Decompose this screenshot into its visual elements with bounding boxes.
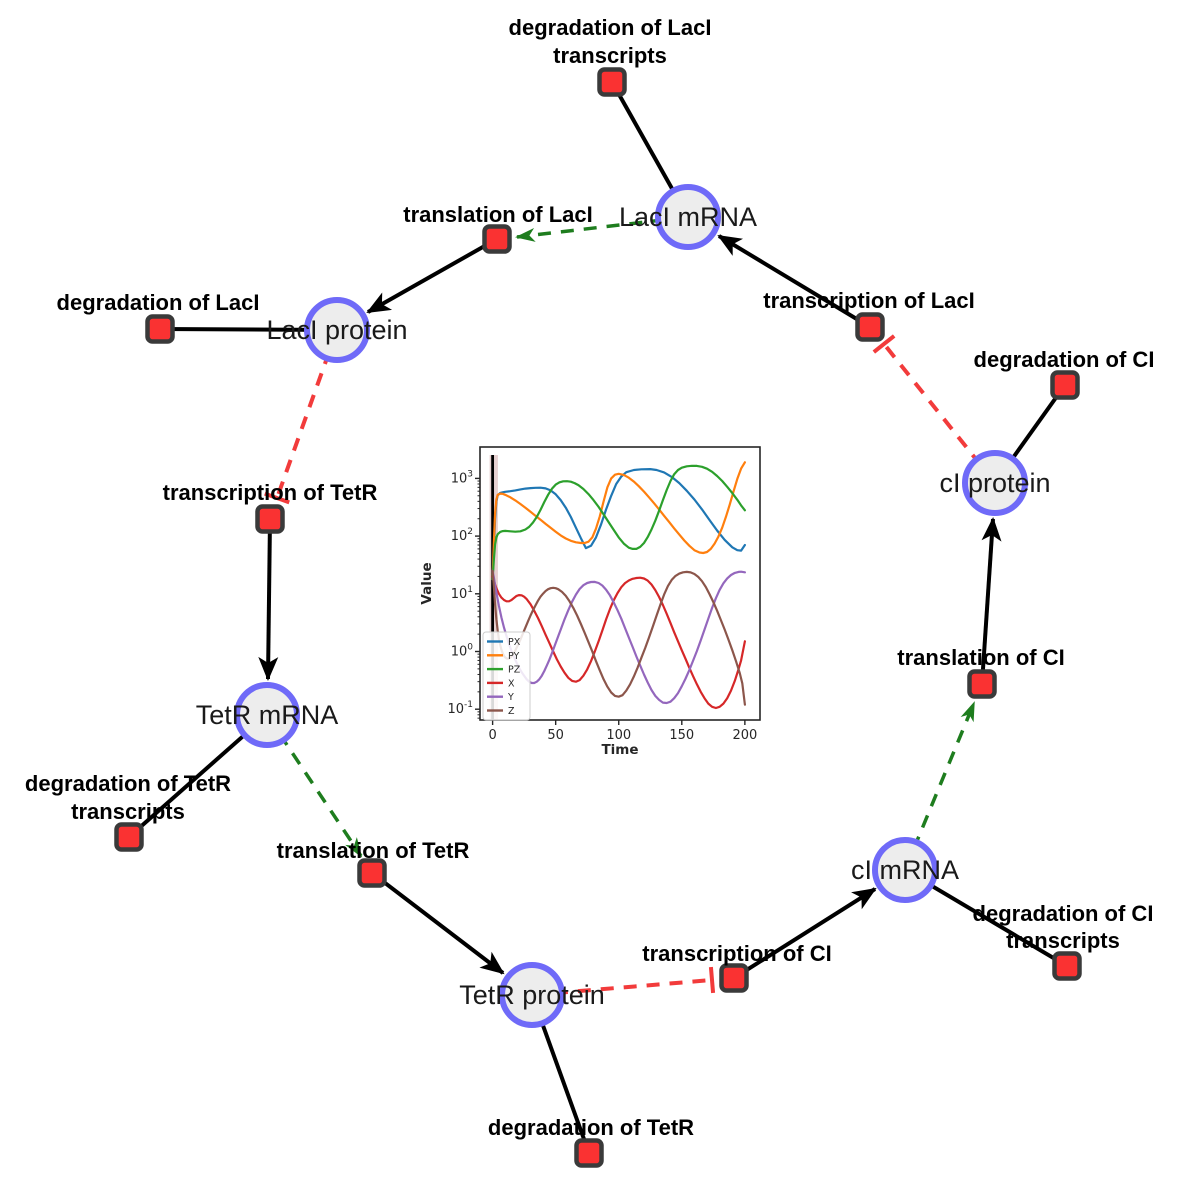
chart-legend-label-PX: PX <box>508 637 521 648</box>
label-cI-protein: cI protein <box>939 468 1050 498</box>
edge-transcription-tetR-to-mRNA <box>258 518 279 681</box>
reaction-node-translation-tetR[interactable] <box>357 858 387 888</box>
chart-x-axis-label: Time <box>601 742 638 758</box>
edge-transcription-cI-to-mRNA <box>732 887 877 980</box>
chart-x-tick-label: 100 <box>606 728 631 743</box>
reaction-node-transcription-tetR[interactable] <box>255 504 285 534</box>
label-degradation-tetR-transcripts-line2: transcripts <box>71 799 185 824</box>
node-labels: degradation of LacI transcripts translat… <box>25 15 1155 1140</box>
chart-y-axis-label: Value <box>419 562 435 604</box>
label-degradation-tetR-transcripts-line1: degradation of TetR <box>25 771 231 796</box>
label-transcription-lacI: transcription of LacI <box>763 288 974 313</box>
label-degradation-lacI: degradation of LacI <box>57 290 260 315</box>
label-degradation-lacI-transcripts-line2: transcripts <box>553 43 667 68</box>
label-cI-mRNA: cI mRNA <box>851 855 959 885</box>
chart-y-tick-label: 100 <box>451 643 474 660</box>
chart-y-tick-label: 10-1 <box>447 700 473 717</box>
reaction-node-degradation-lacI-transcripts[interactable] <box>597 67 627 97</box>
chart-y-tick-label: 101 <box>451 585 473 602</box>
edge-translation-tetR-to-protein <box>370 871 505 975</box>
label-lacI-protein: LacI protein <box>266 315 407 345</box>
reaction-node-transcription-cI[interactable] <box>719 963 749 993</box>
chart-legend-label-Y: Y <box>507 692 514 703</box>
reaction-node-degradation-cI-transcripts[interactable] <box>1052 951 1082 981</box>
species-node-cI-protein[interactable] <box>962 450 1028 516</box>
label-transcription-tetR: transcription of TetR <box>163 480 378 505</box>
label-degradation-cI-transcripts-line1: degradation of CI <box>973 901 1154 926</box>
reaction-node-degradation-lacI[interactable] <box>145 314 175 344</box>
reaction-nodes <box>114 67 1082 1168</box>
label-degradation-lacI-transcripts-line1: degradation of LacI <box>509 15 712 40</box>
chart-legend: PX PY PZ XYZ <box>482 631 531 721</box>
edge-translation-cI-to-protein <box>980 517 1002 685</box>
reaction-node-translation-lacI[interactable] <box>482 224 512 254</box>
chart-line-PZ <box>491 464 746 581</box>
species-node-lacI-mRNA[interactable] <box>655 184 721 250</box>
label-translation-tetR: translation of TetR <box>277 838 470 863</box>
chart-y-tick-label: 102 <box>451 527 473 544</box>
edge-translation-lacI-to-protein <box>366 237 498 314</box>
label-transcription-cI: transcription of CI <box>642 941 831 966</box>
reaction-node-degradation-tetR[interactable] <box>574 1138 604 1168</box>
chart-line-PY <box>491 461 746 581</box>
chart-line-PX <box>491 468 746 581</box>
chart-legend-label-X: X <box>508 678 515 689</box>
chart-x-tick-label: 200 <box>732 728 757 743</box>
edge-transcription-lacI-to-mRNA <box>717 234 872 329</box>
label-tetR-mRNA: TetR mRNA <box>196 700 339 730</box>
chart-legend-box <box>482 631 531 721</box>
species-nodes <box>234 184 1028 1028</box>
chart-line-X <box>491 575 746 710</box>
chart-spines <box>479 446 761 721</box>
label-lacI-mRNA: LacI mRNA <box>619 202 757 232</box>
species-node-tetR-mRNA[interactable] <box>234 682 300 748</box>
label-translation-lacI: translation of LacI <box>403 202 592 227</box>
species-node-lacI-protein[interactable] <box>304 297 370 363</box>
chart-legend-label-PZ: PZ <box>508 665 521 676</box>
chart-x-tick-label: 0 <box>488 728 496 743</box>
species-node-cI-mRNA[interactable] <box>872 837 938 903</box>
label-degradation-cI-transcripts-line2: transcripts <box>1006 928 1120 953</box>
chart-x-tick-label: 150 <box>669 728 694 743</box>
species-node-tetR-protein[interactable] <box>499 962 565 1028</box>
label-degradation-tetR: degradation of TetR <box>488 1115 694 1140</box>
label-tetR-protein: TetR protein <box>459 980 605 1010</box>
reaction-node-degradation-tetR-transcripts[interactable] <box>114 822 144 852</box>
label-degradation-cI: degradation of CI <box>974 347 1155 372</box>
reaction-node-translation-cI[interactable] <box>967 669 997 699</box>
label-translation-cI: translation of CI <box>897 645 1064 670</box>
reaction-node-degradation-cI[interactable] <box>1050 370 1080 400</box>
chart-x-tick-label: 50 <box>547 728 564 743</box>
chart-y-tick-label: 103 <box>451 469 473 486</box>
reaction-node-transcription-lacI[interactable] <box>855 312 885 342</box>
chart-legend-label-Z: Z <box>508 706 515 717</box>
inset-timeseries-chart: 0 50 100 150 20010-1100101102103TimeValuePXP… <box>419 446 761 758</box>
production-edges <box>258 234 1002 980</box>
chart-legend-label-PY: PY <box>508 651 520 662</box>
